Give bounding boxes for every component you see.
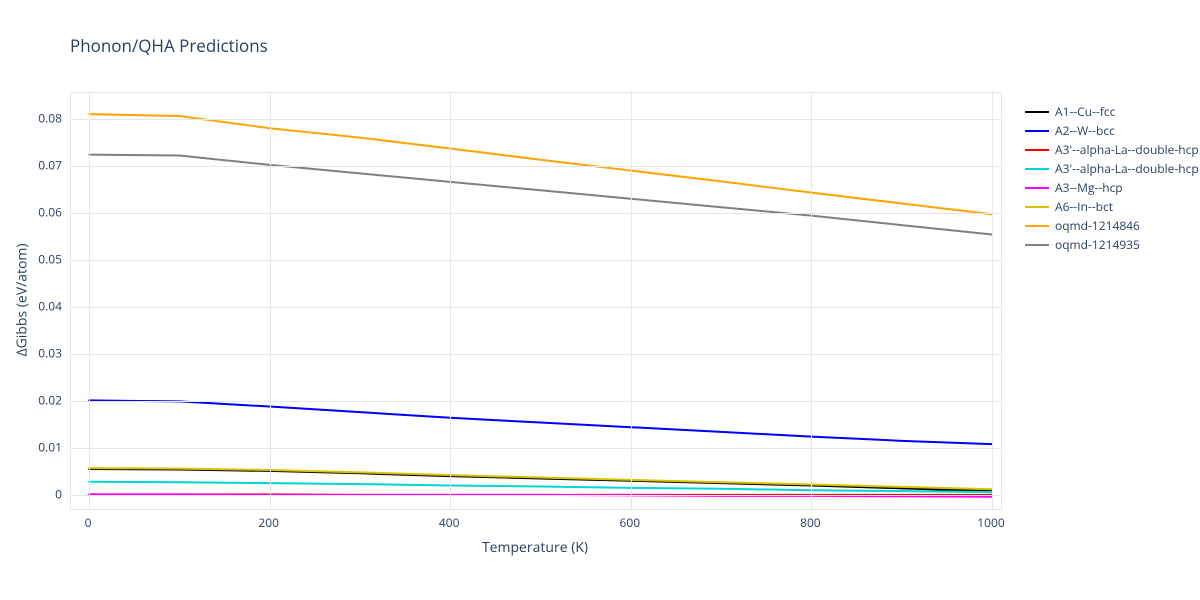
legend-swatch (1025, 244, 1049, 246)
legend-item[interactable]: A2--W--bcc (1025, 121, 1199, 140)
legend-item[interactable]: A3--Mg--hcp (1025, 178, 1199, 197)
plot-area[interactable] (70, 92, 1002, 510)
series-line[interactable] (89, 400, 992, 444)
gridline-horizontal (71, 166, 1001, 167)
gridline-vertical (450, 93, 451, 509)
legend-item[interactable]: A6--In--bct (1025, 197, 1199, 216)
legend-swatch (1025, 225, 1049, 227)
x-tick-label: 200 (258, 514, 279, 531)
legend-item[interactable]: A1--Cu--fcc (1025, 102, 1199, 121)
legend-swatch (1025, 111, 1049, 113)
gridline-horizontal (71, 119, 1001, 120)
y-axis-title: ΔGibbs (eV/atom) (13, 243, 32, 356)
x-tick-label: 600 (620, 514, 641, 531)
legend-label: oqmd-1214846 (1055, 217, 1140, 234)
y-tick-label: 0.04 (38, 297, 62, 314)
y-tick-label: 0.05 (38, 250, 62, 267)
legend-item[interactable]: A3'--alpha-La--double-hcp (1025, 140, 1199, 159)
gridline-horizontal (71, 448, 1001, 449)
y-tick-label: 0.06 (38, 203, 62, 220)
legend-swatch (1025, 168, 1049, 170)
gridline-horizontal (71, 307, 1001, 308)
gridline-horizontal (71, 260, 1001, 261)
y-tick-label: 0 (55, 485, 62, 502)
legend-label: A2--W--bcc (1055, 122, 1115, 139)
x-axis-title: Temperature (K) (482, 538, 588, 557)
chart-container: Phonon/QHA Predictions Temperature (K) Δ… (0, 0, 1200, 600)
gridline-vertical (631, 93, 632, 509)
x-tick-label: 800 (800, 514, 821, 531)
gridline-horizontal (71, 354, 1001, 355)
legend-swatch (1025, 187, 1049, 189)
legend-swatch (1025, 206, 1049, 208)
gridline-vertical (89, 93, 90, 509)
gridline-horizontal (71, 213, 1001, 214)
x-tick-label: 400 (439, 514, 460, 531)
legend-label: A3--Mg--hcp (1055, 179, 1123, 196)
y-tick-label: 0.01 (38, 438, 62, 455)
y-tick-label: 0.07 (38, 156, 62, 173)
gridline-horizontal (71, 401, 1001, 402)
series-line[interactable] (89, 469, 992, 491)
legend-label: A3'--alpha-La--double-hcp (1055, 141, 1199, 158)
legend-item[interactable]: oqmd-1214935 (1025, 235, 1199, 254)
series-line[interactable] (89, 114, 992, 214)
legend: A1--Cu--fcc A2--W--bcc A3'--alpha-La--doub… (1025, 102, 1199, 254)
legend-label: A3'--alpha-La--double-hcp (1055, 160, 1199, 177)
gridline-horizontal (71, 495, 1001, 496)
y-tick-label: 0.08 (38, 109, 62, 126)
series-lines (71, 93, 1001, 509)
gridline-vertical (992, 93, 993, 509)
legend-swatch (1025, 130, 1049, 132)
legend-swatch (1025, 149, 1049, 151)
chart-title: Phonon/QHA Predictions (70, 34, 268, 57)
x-tick-label: 1000 (977, 514, 1004, 531)
gridline-vertical (270, 93, 271, 509)
gridline-vertical (811, 93, 812, 509)
legend-label: A1--Cu--fcc (1055, 103, 1115, 120)
x-tick-label: 0 (85, 514, 92, 531)
legend-item[interactable]: A3'--alpha-La--double-hcp (1025, 159, 1199, 178)
legend-item[interactable]: oqmd-1214846 (1025, 216, 1199, 235)
legend-label: A6--In--bct (1055, 198, 1113, 215)
y-tick-label: 0.02 (38, 391, 62, 408)
y-tick-label: 0.03 (38, 344, 62, 361)
legend-label: oqmd-1214935 (1055, 236, 1140, 253)
